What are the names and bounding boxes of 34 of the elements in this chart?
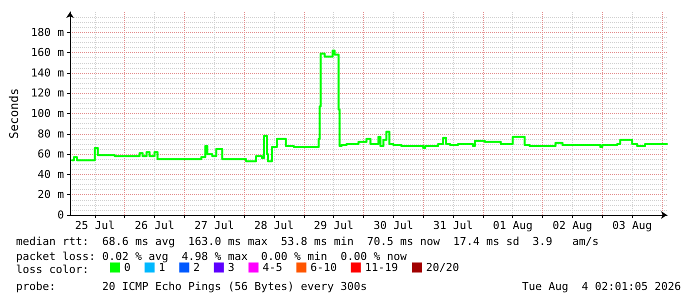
text: probe: 20 ICMP Echo Pings (56 Bytes) every 300s: [16, 280, 367, 293]
text: Tue Aug 4 02:01:05 2026: [522, 280, 681, 293]
legend-label: 2: [193, 261, 200, 274]
x-tick-label: 03 Aug: [612, 219, 652, 232]
y-tick-label: 180 m: [30, 26, 64, 39]
y-tick-label: 140 m: [30, 66, 64, 80]
x-tick-label: 01 Aug: [492, 219, 533, 232]
y-tick-label: 20 m: [38, 188, 64, 202]
legend-label: 11-19: [364, 261, 398, 274]
legend-label: 1: [158, 261, 166, 274]
y-tick-label: 160 m: [30, 46, 64, 60]
y-tick-label: 40 m: [38, 168, 64, 181]
x-tick-label: 25 Jul: [74, 219, 115, 232]
x-tick-label: 31 Jul: [433, 219, 473, 232]
y-axis-title: Seconds: [7, 88, 21, 139]
legend-label: 0: [124, 261, 131, 274]
x-tick-label: 27 Jul: [194, 219, 234, 232]
x-tick-label: 26 Jul: [134, 219, 174, 232]
y-tick-label: 100 m: [30, 107, 64, 120]
y-tick-label: 80 m: [38, 127, 64, 140]
legend-label: 3: [228, 261, 234, 274]
x-tick-label: 02 Aug: [552, 219, 592, 232]
x-tick-label: 30 Jul: [373, 219, 414, 232]
text: median rtt: 68.6 ms avg 163.0 ms max 53.8 ms min 70.5 ms now 17.4 ms sd 3.9 am/s: [16, 235, 599, 248]
y-tick-label: 60 m: [38, 148, 64, 161]
x-tick-label: 29 Jul: [314, 219, 354, 232]
x-tick-label: 28 Jul: [254, 219, 294, 232]
legend-label: 20/20: [426, 261, 460, 274]
legend-label: 4-5: [262, 261, 282, 274]
y-tick-label: 0: [57, 208, 64, 222]
y-tick-label: 120 m: [30, 86, 64, 100]
text: packet loss: 0.02 % avg 4.98 % max 0.00 % min 0.00 % now: [16, 250, 407, 263]
legend-label: 6-10: [310, 261, 337, 274]
legend-title: loss color:: [16, 263, 89, 276]
